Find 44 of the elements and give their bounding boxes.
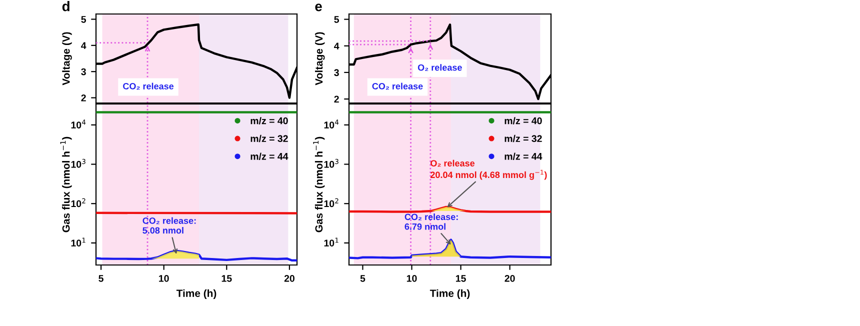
y-tick-label: 2 — [81, 94, 86, 102]
legend-label: m/z = 32 — [504, 134, 542, 142]
y-tick-label: 10$^{2}$ — [324, 198, 338, 208]
annotation: O₂ release 20.04 nmol (4.68 mmol g$^{−1}$) — [430, 160, 547, 180]
legend-label: m/z = 40 — [250, 117, 288, 124]
chart-title: d — [62, 1, 70, 12]
y-tick-label: 10$^{3}$ — [324, 158, 338, 168]
x-tick-label: 20 — [284, 274, 294, 282]
chart-title: e — [315, 4, 322, 12]
y-tick-label: 10$^{2}$ — [71, 198, 86, 208]
x-tick-label: 15 — [222, 275, 232, 282]
legend-label: m/z = 44 — [250, 152, 288, 160]
x-tick-label: 20 — [504, 274, 515, 282]
x-tick-label: 10 — [406, 274, 417, 282]
annotation: O₂ release — [418, 64, 462, 71]
x-tick-label: 5 — [360, 275, 366, 282]
legend-label: m/z = 32 — [250, 134, 288, 142]
y-tick-label: 10$^{3}$ — [71, 158, 86, 168]
legend-label: m/z = 44 — [504, 152, 542, 160]
x-tick-label: 15 — [456, 275, 466, 282]
y-axis-title: Gas flux (nmol h$^{−1}$) — [313, 136, 325, 232]
x-tick-label: 5 — [98, 275, 104, 282]
annotation: CO₂ release: 5.08 nmol — [142, 217, 196, 234]
annotation: CO₂ release — [372, 82, 423, 90]
y-tick-label: 5 — [81, 16, 86, 23]
y-tick-label: 3 — [334, 69, 339, 76]
x-axis-title: Time (h) — [430, 289, 470, 300]
legend-label: m/z = 40 — [504, 117, 542, 124]
y-tick-label: 2 — [334, 96, 339, 103]
x-tick-label: 10 — [159, 274, 169, 282]
y-tick-label: 5 — [334, 16, 340, 23]
y-axis-title: Voltage (V) — [62, 32, 72, 86]
y-tick-label: 4 — [81, 42, 86, 49]
x-axis-title: Time (h) — [176, 289, 216, 300]
y-tick-label: 10$^{4}$ — [324, 120, 339, 128]
y-tick-label: 10$^{1}$ — [71, 238, 86, 246]
annotation: CO₂ release — [123, 82, 174, 90]
y-tick-label: 10$^{1}$ — [324, 238, 338, 246]
y-axis-title: Voltage (V) — [315, 32, 325, 86]
y-axis-title: Gas flux (nmol h$^{−1}$) — [60, 136, 72, 232]
y-tick-label: 10$^{4}$ — [71, 120, 86, 128]
annotation: CO₂ release: 6.79 nmol — [404, 213, 458, 230]
y-tick-label: 4 — [334, 42, 340, 50]
y-tick-label: 3 — [81, 68, 86, 76]
